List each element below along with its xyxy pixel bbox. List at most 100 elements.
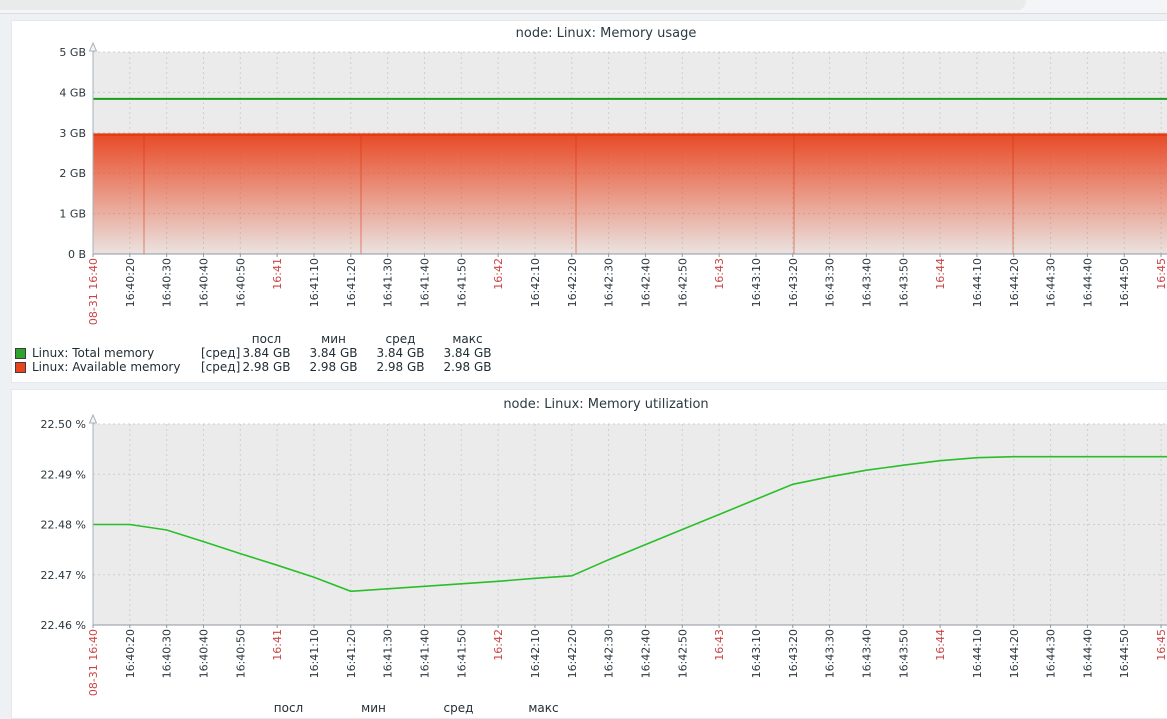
x-axis-tick-label: 16:42:40 [639, 258, 652, 307]
x-axis-tick-label: 16:41:30 [382, 629, 395, 678]
x-axis-tick-label: 16:42:20 [566, 258, 579, 307]
memory-utilization-line [93, 455, 1167, 593]
legend-stat-value: 2.98 GB [309, 360, 358, 374]
x-axis-tick-label: 16:43:50 [897, 258, 910, 307]
x-axis-tick-label: 16:43:40 [860, 629, 873, 678]
x-axis-tick-label: 16:42:10 [529, 629, 542, 678]
memory-usage-graph-panel: 5 GB 4 GB 3 GB 2 GB 1 GB 0 B 08-31 16:40 16:40:… [11, 20, 1167, 383]
x-axis-tick-label: 16:40:20 [124, 258, 137, 307]
legend-stat-header: макс [452, 332, 483, 346]
legend-series-row: Linux: Available memory [сред] 2.98 GB 2.98… [15, 360, 501, 374]
x-axis-tick-label: 16:44:30 [1045, 629, 1058, 678]
x-axis-tick-label: 16:41:50 [455, 629, 468, 678]
x-axis-tick-label: 16:42:10 [529, 258, 542, 307]
x-axis-tick-label: 16:45 [1155, 258, 1167, 290]
browser-tab-strip [0, 0, 1167, 14]
legend-stat-header: мин [321, 332, 346, 346]
x-axis-tick-label: 16:44:10 [971, 629, 984, 678]
y-axis-tick-label: 3 GB [59, 127, 86, 140]
x-axis-tick-label: 16:43:30 [824, 629, 837, 678]
legend-series-swatch [15, 361, 26, 373]
x-axis-tick-label: 16:41:20 [345, 629, 358, 678]
memory-usage-legend: посл мин сред макс Linux: Total memory [сред]… [15, 332, 501, 374]
x-axis-tick-label: 16:44 [934, 258, 947, 290]
x-axis-tick-label: 16:43:20 [787, 258, 800, 307]
x-axis-tick-label: 16:41 [271, 258, 284, 290]
legend-header-row: посл мин сред макс [15, 332, 501, 346]
x-axis-tick-label: 16:40:50 [234, 629, 247, 678]
x-axis-tick-label: 16:41:30 [382, 258, 395, 307]
legend-stat-header: мин [361, 701, 386, 715]
x-axis-tick-label: 16:44:40 [1081, 258, 1094, 307]
x-axis-tick-label: 16:40:40 [197, 258, 210, 307]
x-axis-tick-label: 16:44 [934, 629, 947, 661]
browser-tab-bottom-edge [0, 0, 1026, 10]
x-axis-tick-label: 08-31 16:40 [87, 629, 100, 696]
y-axis-tick-label: 4 GB [59, 86, 86, 99]
x-axis-tick-label: 16:41:20 [345, 258, 358, 307]
legend-header-row: посл мин сред макс [15, 701, 586, 715]
memory-utilization-graph[interactable]: 22.50 % 22.49 % 22.48 % 22.47 % 22.46 %08-31… [12, 390, 1167, 712]
x-axis-tick-label: 16:42 [492, 629, 505, 661]
legend-stat-value: 3.84 GB [309, 346, 358, 360]
legend-series-param: [сред] [201, 360, 241, 374]
legend-stat-value: 3.84 GB [242, 346, 291, 360]
x-axis-tick-label: 16:42:30 [603, 258, 616, 307]
x-axis-tick-label: 08-31 16:40 [87, 258, 100, 325]
x-axis-tick-label: 16:41:40 [418, 629, 431, 678]
x-axis-tick-label: 16:40:20 [124, 629, 137, 678]
x-axis-tick-label: 16:43:20 [787, 629, 800, 678]
legend-stat-value: 2.98 GB [242, 360, 291, 374]
x-axis-tick-label: 16:41:40 [418, 258, 431, 307]
y-axis-arrow-icon [88, 41, 98, 52]
y-axis-tick-label: 22.47 % [41, 569, 86, 582]
x-axis-tick-label: 16:44:20 [1008, 258, 1021, 307]
x-axis-tick-label: 16:43 [713, 258, 726, 290]
x-axis-tick-label: 16:44:40 [1081, 629, 1094, 678]
legend-stat-value: 3.84 GB [376, 346, 425, 360]
legend-series-name: Linux: Available memory [32, 360, 181, 374]
legend-stat-header: посл [273, 701, 304, 715]
x-axis-tick-label: 16:42:30 [603, 629, 616, 678]
x-axis-tick-label: 16:43:40 [860, 258, 873, 307]
x-axis-tick-label: 16:44:20 [1008, 629, 1021, 678]
x-axis-tick-label: 16:40:30 [161, 629, 174, 678]
legend-series-row: Linux: Total memory [сред] 3.84 GB 3.84 GB 3… [15, 346, 501, 360]
legend-stat-header: посл [251, 332, 282, 346]
memory-utilization-chart-title: node: Linux: Memory utilization [503, 397, 709, 412]
y-axis-tick-label: 22.50 % [41, 418, 86, 431]
legend-series-param: [сред] [201, 346, 241, 360]
x-axis-tick-label: 16:43:10 [750, 629, 763, 678]
x-axis-tick-label: 16:42:50 [676, 629, 689, 678]
memory-usage-chart-title: node: Linux: Memory usage [515, 26, 697, 41]
x-axis-tick-label: 16:44:30 [1045, 258, 1058, 307]
x-axis-tick-label: 16:40:50 [234, 258, 247, 307]
y-axis-tick-label: 22.49 % [41, 468, 86, 481]
y-axis-tick-label: 22.46 % [41, 619, 86, 632]
x-axis-tick-label: 16:41 [271, 629, 284, 661]
legend-stat-header: сред [385, 332, 416, 346]
legend-stat-header: сред [443, 701, 474, 715]
x-axis-tick-label: 16:41:50 [455, 258, 468, 307]
x-axis-tick-label: 16:45 [1155, 629, 1167, 661]
legend-stat-value: 3.84 GB [443, 346, 492, 360]
x-axis-tick-label: 16:43:50 [897, 629, 910, 678]
available-memory-area [93, 133, 1167, 254]
x-axis-tick-label: 16:42:40 [639, 629, 652, 678]
x-axis-tick-label: 16:44:10 [971, 258, 984, 307]
x-axis-tick-label: 16:40:40 [197, 629, 210, 678]
y-axis-tick-label: 22.48 % [41, 519, 86, 532]
legend-stat-value: 2.98 GB [443, 360, 492, 374]
x-axis-tick-label: 16:43 [713, 629, 726, 661]
x-axis-tick-label: 16:43:30 [824, 258, 837, 307]
y-axis-tick-label: 1 GB [59, 208, 86, 221]
x-axis-tick-label: 16:42:50 [676, 258, 689, 307]
x-axis-tick-label: 16:40:30 [161, 258, 174, 307]
memory-usage-graph[interactable]: 5 GB 4 GB 3 GB 2 GB 1 GB 0 B08-31 16:40 16:40:… [12, 21, 1167, 331]
x-axis-tick-label: 16:41:10 [308, 629, 321, 678]
y-axis-tick-label: 2 GB [59, 167, 86, 180]
x-axis-tick-label: 16:44:50 [1118, 258, 1131, 307]
legend-series-name: Linux: Total memory [32, 346, 155, 360]
y-axis-tick-label: 0 B [68, 248, 86, 261]
x-axis-tick-label: 16:41:10 [308, 258, 321, 307]
